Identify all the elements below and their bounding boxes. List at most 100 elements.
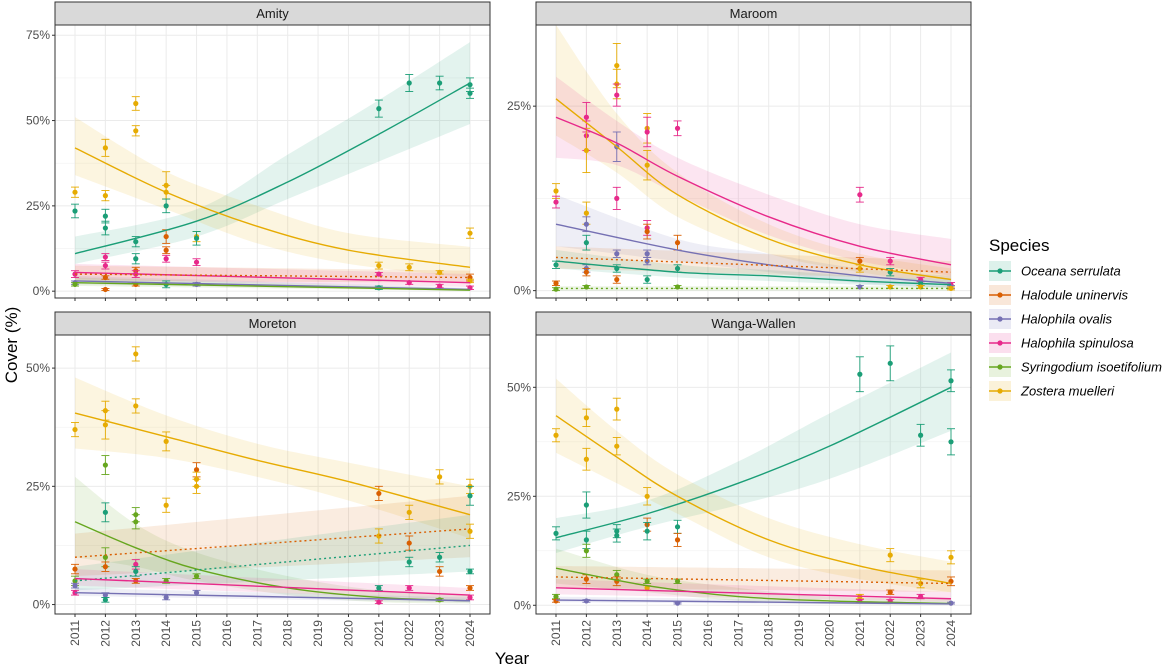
point-marker	[888, 553, 893, 558]
x-tick-label: 2016	[701, 620, 715, 647]
legend-key-ho: Halophila ovalis	[989, 309, 1113, 329]
x-axis-title: Year	[495, 649, 530, 668]
x-tick-label: 2012	[98, 620, 112, 647]
x-tick-label: 2019	[792, 620, 806, 647]
legend: Species Oceana serrulataHalodule uninerv…	[989, 236, 1162, 401]
y-tick-label: 0%	[33, 598, 51, 612]
legend-key-marker	[997, 316, 1002, 321]
y-tick-label: 0%	[514, 598, 532, 612]
point-marker	[584, 548, 589, 553]
point-marker	[467, 231, 472, 236]
point-marker	[918, 433, 923, 438]
panel-strip-label: Maroom	[730, 6, 778, 21]
legend-label: Halophila spinulosa	[1021, 336, 1134, 351]
panel-maroom: Maroom0%25%	[507, 2, 971, 301]
point-marker	[437, 569, 442, 574]
point-marker	[437, 474, 442, 479]
point-marker	[133, 569, 138, 574]
x-tick-label: 2020	[341, 620, 355, 647]
point-marker	[584, 240, 589, 245]
point-marker	[164, 203, 169, 208]
y-tick-label: 0%	[33, 284, 51, 298]
point-marker	[407, 559, 412, 564]
legend-key-zm: Zostera muelleri	[989, 381, 1115, 401]
point-marker	[584, 415, 589, 420]
point-marker	[467, 493, 472, 498]
legend-key-hs: Halophila spinulosa	[989, 333, 1134, 353]
y-tick-label: 25%	[507, 99, 531, 113]
point-marker	[645, 129, 650, 134]
panel-strip-label: Wanga-Wallen	[711, 316, 795, 331]
point-marker	[857, 192, 862, 197]
panel-strip-label: Amity	[256, 6, 289, 21]
point-marker	[888, 590, 893, 595]
point-marker	[407, 585, 412, 590]
point-marker	[164, 234, 169, 239]
legend-key-marker	[997, 388, 1002, 393]
point-marker	[645, 163, 650, 168]
point-marker	[103, 462, 108, 467]
point-marker	[194, 484, 199, 489]
panel-strip-label: Moreton	[249, 316, 297, 331]
x-tick-label: 2013	[129, 620, 143, 647]
x-tick-label: 2017	[250, 620, 264, 647]
point-marker	[376, 491, 381, 496]
x-tick-label: 2017	[731, 620, 745, 647]
point-marker	[133, 256, 138, 261]
point-marker	[888, 361, 893, 366]
point-marker	[584, 148, 589, 153]
x-tick-label: 2014	[159, 620, 173, 647]
x-tick-label: 2021	[372, 620, 386, 647]
point-marker	[103, 145, 108, 150]
point-marker	[614, 444, 619, 449]
point-marker	[857, 372, 862, 377]
point-marker	[437, 270, 442, 275]
legend-label: Zostera muelleri	[1020, 384, 1115, 399]
x-tick-label: 2013	[610, 620, 624, 647]
point-marker	[437, 555, 442, 560]
point-marker	[553, 281, 558, 286]
point-marker	[675, 537, 680, 542]
x-tick-label: 2019	[311, 620, 325, 647]
point-marker	[553, 531, 558, 536]
point-marker	[164, 439, 169, 444]
point-marker	[72, 566, 77, 571]
point-marker	[467, 569, 472, 574]
point-marker	[103, 193, 108, 198]
x-tick-label: 2012	[579, 620, 593, 647]
point-marker	[407, 80, 412, 85]
point-marker	[675, 240, 680, 245]
point-marker	[72, 190, 77, 195]
chart-figure: Cover (%) Year Amity0%25%50%75%Maroom0%2…	[0, 0, 1175, 670]
point-marker	[133, 239, 138, 244]
point-marker	[376, 600, 381, 605]
point-marker	[467, 585, 472, 590]
point-marker	[164, 503, 169, 508]
point-marker	[584, 502, 589, 507]
x-tick-label: 2014	[640, 620, 654, 647]
point-marker	[103, 597, 108, 602]
point-marker	[194, 467, 199, 472]
x-tick-label: 2023	[433, 620, 447, 647]
point-marker	[376, 585, 381, 590]
y-tick-label: 25%	[507, 489, 531, 503]
point-marker	[948, 286, 953, 291]
point-marker	[376, 106, 381, 111]
point-marker	[645, 251, 650, 256]
y-tick-label: 50%	[26, 114, 50, 128]
point-marker	[553, 287, 558, 292]
x-tick-label: 2020	[822, 620, 836, 647]
y-tick-label: 75%	[26, 28, 50, 42]
point-marker	[103, 564, 108, 569]
point-marker	[584, 270, 589, 275]
point-marker	[133, 128, 138, 133]
point-marker	[584, 222, 589, 227]
point-marker	[194, 236, 199, 241]
point-marker	[645, 579, 650, 584]
point-marker	[103, 422, 108, 427]
legend-keys: Oceana serrulata Halodule uninervis Haloph…	[989, 261, 1162, 401]
point-marker	[675, 524, 680, 529]
point-marker	[407, 265, 412, 270]
x-tick-label: 2018	[281, 620, 295, 647]
legend-key-marker	[997, 292, 1002, 297]
